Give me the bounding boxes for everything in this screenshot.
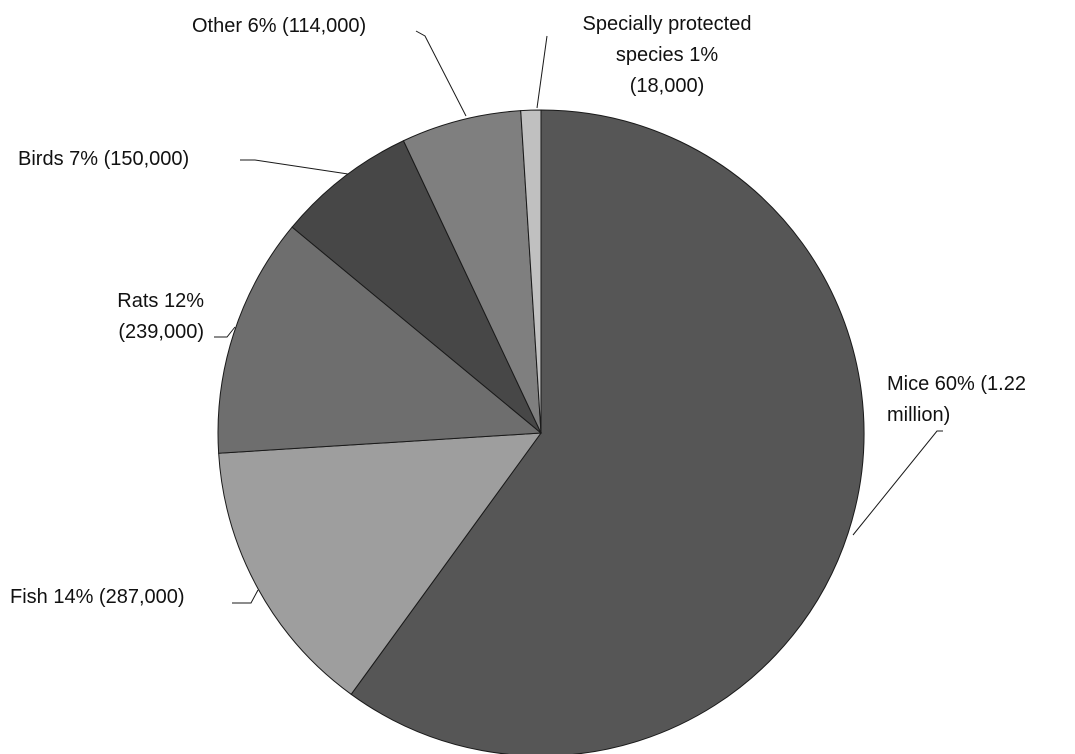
labels-layer: Mice 60% (1.22 million) Fish 14% (287,000)… (10, 13, 1026, 608)
pie-slice-birds (291, 140, 542, 434)
pie-slice-rats (217, 226, 543, 454)
data-label-line: million) (887, 404, 950, 426)
data-label-line: Rats 12% (117, 290, 204, 312)
leader-line-birds (240, 159, 349, 175)
data-label-line: Specially protected (583, 13, 752, 35)
leader-line-other (415, 30, 467, 117)
data-label-line: (18,000) (630, 75, 705, 97)
leader-line-mice (852, 430, 943, 536)
pie-slice-fish (218, 432, 543, 696)
leader-lines-layer (214, 30, 943, 604)
data-label-line: Birds 7% (150,000) (18, 148, 189, 170)
slices-layer (217, 109, 865, 754)
data-label-line: Other 6% (114,000) (192, 15, 366, 37)
data-label-fish: Fish 14% (287,000) (10, 586, 185, 608)
pie-slice-other (402, 110, 542, 434)
leader-line-specially-protected-species (536, 35, 548, 109)
data-label-line: species 1% (616, 44, 718, 66)
data-label-mice: Mice 60% (1.22 million) (887, 373, 1026, 426)
leader-line-fish (232, 589, 259, 604)
data-label-birds: Birds 7% (150,000) (18, 148, 189, 170)
data-label-other: Other 6% (114,000) (192, 15, 366, 37)
data-label-line: Mice 60% (1.22 (887, 373, 1026, 395)
data-label-line: (239,000) (118, 321, 204, 343)
leader-line-rats (214, 326, 236, 338)
data-label-rats: Rats 12% (239,000) (117, 290, 204, 343)
data-label-line: Fish 14% (287,000) (10, 586, 185, 608)
data-label-specially-protected-species: Specially protected species 1% (18,000) (583, 13, 752, 97)
pie-slice-mice (350, 109, 865, 754)
pie-slice-specially-protected-species (520, 109, 542, 434)
